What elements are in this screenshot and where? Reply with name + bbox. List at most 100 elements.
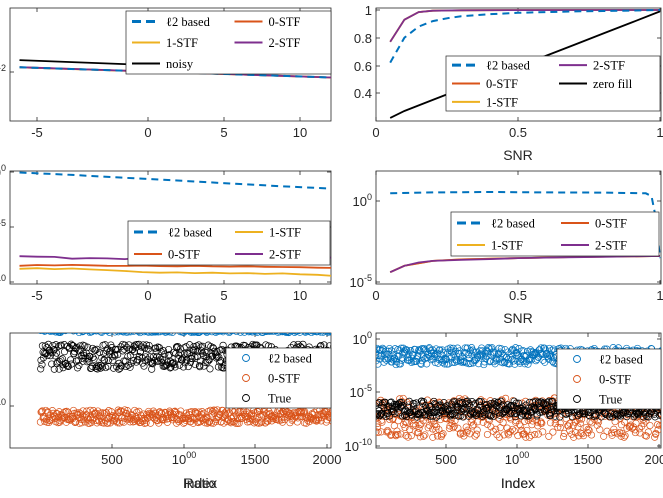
y-tick-label: 100 bbox=[353, 330, 372, 347]
scatter-point bbox=[122, 333, 128, 334]
scatter-point bbox=[432, 423, 441, 431]
scatter-point bbox=[80, 333, 87, 335]
legend-entry: ℓ2 based bbox=[242, 352, 313, 366]
scatter-point bbox=[348, 419, 354, 425]
scatter-point bbox=[58, 333, 65, 335]
scatter-point bbox=[388, 402, 396, 410]
y-tick-label: 10-5 bbox=[350, 383, 372, 400]
scatter-point bbox=[182, 333, 188, 335]
scatter-point bbox=[504, 355, 512, 363]
scatter-point bbox=[222, 333, 228, 335]
scatter-point bbox=[344, 412, 350, 418]
scatter-point bbox=[257, 325, 263, 331]
scatter-point bbox=[221, 324, 227, 330]
legend-marker bbox=[573, 355, 581, 363]
scatter-point bbox=[123, 407, 131, 415]
scatter-point bbox=[94, 407, 102, 415]
scatter-point bbox=[330, 410, 331, 413]
scatter-point bbox=[90, 355, 98, 363]
scatter-point bbox=[63, 361, 71, 370]
scatter-point bbox=[270, 323, 276, 329]
scatter-point bbox=[353, 360, 359, 366]
scatter-point bbox=[534, 430, 542, 438]
scatter-point bbox=[162, 333, 167, 334]
scatter-point bbox=[228, 333, 235, 335]
scatter-point bbox=[293, 418, 301, 426]
scatter-point bbox=[258, 410, 266, 418]
scatter-point bbox=[474, 418, 482, 426]
scatter-point bbox=[111, 333, 119, 336]
scatter-point bbox=[346, 419, 352, 425]
scatter-point bbox=[218, 345, 226, 354]
scatter-point bbox=[75, 347, 83, 355]
scatter-point bbox=[483, 404, 492, 412]
scatter-point bbox=[311, 324, 317, 330]
scatter-point bbox=[134, 326, 140, 332]
scatter-point bbox=[461, 403, 469, 412]
scatter-point bbox=[98, 363, 106, 371]
scatter-point bbox=[469, 401, 477, 409]
scatter-point bbox=[282, 323, 288, 329]
scatter-point bbox=[38, 323, 44, 329]
scatter-point bbox=[330, 344, 331, 349]
scatter-point bbox=[171, 360, 179, 369]
legend-entry: 1-STF bbox=[452, 95, 518, 109]
scatter-point bbox=[247, 324, 253, 330]
scatter-point bbox=[657, 411, 661, 419]
y-tick-label: 10-10 bbox=[0, 273, 6, 290]
scatter-point bbox=[217, 325, 223, 331]
scatter-point bbox=[340, 419, 346, 425]
scatter-point bbox=[42, 333, 49, 335]
scatter-point bbox=[195, 341, 203, 349]
scatter-point bbox=[142, 419, 150, 427]
scatter-point bbox=[100, 356, 108, 364]
scatter-point bbox=[48, 333, 51, 334]
scatter-point bbox=[258, 324, 264, 330]
scatter-point bbox=[95, 324, 101, 330]
scatter-point bbox=[268, 326, 274, 332]
scatter-point bbox=[225, 333, 233, 337]
scatter-point bbox=[210, 333, 215, 334]
scatter-point bbox=[197, 333, 203, 334]
x-tick-label: 2000 bbox=[645, 452, 663, 467]
scatter-point bbox=[219, 333, 225, 335]
scatter-point bbox=[392, 361, 400, 369]
scatter-point bbox=[147, 333, 154, 335]
scatter-point bbox=[537, 344, 545, 352]
scatter-point bbox=[300, 408, 308, 416]
panel-6: 500 1000 1500 2000 10-10 10-5 100 Index ℓ2 based… bbox=[345, 330, 663, 491]
scatter-point bbox=[278, 333, 286, 336]
scatter-point bbox=[415, 424, 423, 432]
scatter-point bbox=[92, 323, 98, 329]
scatter-point bbox=[405, 397, 413, 405]
scatter-point bbox=[332, 349, 338, 355]
scatter-point bbox=[610, 425, 618, 433]
scatter-point bbox=[344, 356, 350, 362]
scatter-point bbox=[419, 399, 427, 407]
scatter-point bbox=[308, 324, 314, 330]
scatter-point bbox=[86, 323, 92, 329]
scatter-point bbox=[74, 324, 80, 330]
scatter-point bbox=[336, 413, 342, 419]
scatter-point bbox=[125, 333, 133, 336]
scatter-point bbox=[150, 333, 158, 336]
scatter-point bbox=[576, 419, 584, 427]
scatter-point bbox=[353, 323, 359, 329]
scatter-point bbox=[339, 347, 345, 353]
scatter-point bbox=[269, 333, 277, 336]
scatter-point bbox=[476, 398, 484, 406]
scatter-point bbox=[407, 411, 415, 419]
scatter-point bbox=[163, 358, 172, 366]
scatter-point bbox=[365, 413, 371, 419]
legend-entry: 2-STF bbox=[234, 36, 301, 50]
scatter-point bbox=[84, 325, 90, 331]
scatter-point bbox=[401, 423, 409, 432]
scatter-point bbox=[186, 358, 195, 366]
scatter-point bbox=[311, 333, 315, 334]
scatter-point bbox=[340, 342, 346, 348]
scatter-point bbox=[383, 426, 392, 435]
scatter-point bbox=[67, 324, 73, 330]
scatter-point bbox=[322, 324, 328, 330]
scatter-point bbox=[83, 333, 88, 334]
scatter-point bbox=[294, 325, 300, 331]
